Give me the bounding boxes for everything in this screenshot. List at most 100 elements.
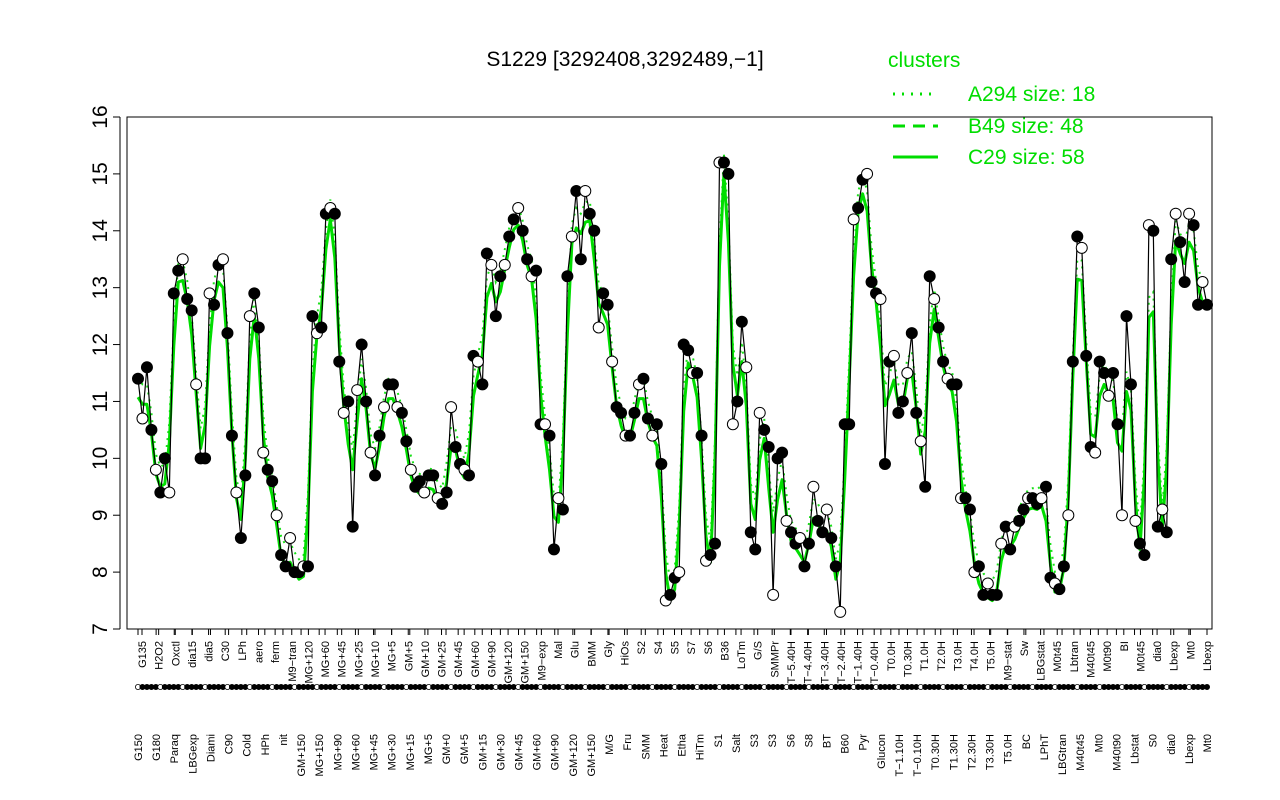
data-point [1169, 207, 1182, 220]
data-point [1120, 310, 1133, 323]
x-tick-label: Mt0 [1202, 734, 1214, 752]
data-point [601, 298, 614, 311]
data-point [1165, 253, 1178, 266]
x-tick-label: MG+30 [387, 734, 399, 770]
data-point [149, 463, 162, 476]
data-point [462, 469, 475, 482]
data-point [516, 224, 529, 237]
data-point [1147, 224, 1160, 237]
x-tick-label: Mt0 [1093, 734, 1105, 752]
data-point [172, 264, 185, 277]
data-point [181, 293, 194, 306]
data-point [892, 406, 905, 419]
x-tick-label: Salt [731, 734, 743, 753]
data-point [597, 287, 610, 300]
x-tick-label: B36 [719, 641, 731, 661]
x-tick-label: GM+60 [532, 734, 544, 770]
x-tick-label: BMM [586, 641, 598, 667]
data-point [811, 514, 824, 527]
data-point [776, 446, 789, 459]
data-point [512, 202, 525, 215]
x-tick-label: Fru [622, 734, 634, 751]
data-point [216, 253, 229, 266]
x-tick-label: dia0 [1166, 734, 1178, 755]
x-tick-label: M40t45 [1075, 734, 1087, 771]
data-point [758, 423, 771, 436]
data-point [275, 549, 288, 562]
data-point [717, 156, 730, 169]
data-point [163, 486, 176, 499]
x-tick-label: GM+25 [437, 641, 449, 677]
x-tick-label: HPh [260, 734, 272, 755]
legend-entry-a294: A294 size: 18 [968, 83, 1095, 106]
x-tick-label: Lbstat [1130, 734, 1142, 764]
data-point [807, 480, 820, 493]
x-tick-label: S2 [636, 641, 648, 654]
x-tick-label: GM+30 [495, 734, 507, 770]
data-point [624, 429, 637, 442]
x-tick-label: T1.30H [948, 734, 960, 770]
data-point [1133, 537, 1146, 550]
data-point [404, 463, 417, 476]
y-axis: 7 8 9 10 11 12 13 14 15 16 [89, 105, 121, 635]
x-tick-label: Sw [1019, 641, 1031, 656]
x-tick-label: LoTm [736, 641, 748, 669]
x-tick-label: ferm [270, 641, 282, 663]
x-tick-label: GM+60 [470, 641, 482, 677]
data-point [239, 469, 252, 482]
x-tick-label: S6 [703, 641, 715, 654]
x-tick-label: MG+60 [320, 641, 332, 677]
x-tick-label: S3 [749, 734, 761, 747]
x-tick-label: S0 [1148, 734, 1160, 747]
data-point [928, 293, 941, 306]
plot-frame [126, 116, 1213, 630]
data-point [530, 264, 543, 277]
data-point [861, 167, 874, 180]
x-tick-label: LBGstat [1036, 641, 1048, 681]
data-point [199, 452, 212, 465]
x-tick-label: GM+45 [513, 734, 525, 770]
x-tick-label: M9−tran [287, 641, 299, 682]
x-tick-label: MG+10 [370, 641, 382, 677]
x-tick-label: dia5 [204, 641, 216, 662]
data-point [932, 321, 945, 334]
data-point [829, 560, 842, 573]
x-tick-label: T5.0H [1003, 734, 1015, 764]
data-point [333, 355, 346, 368]
x-tick-label: LPhT [1039, 734, 1051, 761]
data-point [793, 531, 806, 544]
x-tick-label: T−0.40H [869, 641, 881, 684]
data-point [802, 537, 815, 550]
data-point [266, 475, 279, 488]
y-tick-label: 13 [89, 276, 112, 299]
data-point [615, 406, 628, 419]
data-point [1124, 378, 1137, 391]
x-tick-label: M40t45 [1086, 641, 1098, 678]
x-tick-label: S5 [670, 641, 682, 654]
data-point [257, 446, 270, 459]
x-tick-label: M9−stat [1002, 641, 1014, 680]
x-tick-label: T3.0H [952, 641, 964, 671]
data-point [1013, 514, 1026, 527]
data-point [521, 253, 534, 266]
x-tick-label: Lbexp [1184, 734, 1196, 764]
data-point [704, 549, 717, 562]
data-point [561, 270, 574, 283]
data-point [972, 560, 985, 573]
data-point [959, 492, 972, 505]
x-tick-label: GM+120 [568, 734, 580, 777]
x-tick-label: GM+150 [586, 734, 598, 777]
x-tick-label: B60 [840, 734, 852, 754]
data-point [328, 207, 341, 220]
data-point [543, 429, 556, 442]
data-point [1004, 543, 1017, 556]
x-tick-label: Etha [677, 733, 689, 757]
data-point [865, 275, 878, 288]
data-point [785, 526, 798, 539]
x-tick-label: Cold [242, 734, 254, 757]
x-tick-label: GM+0 [441, 734, 453, 764]
data-point [606, 355, 619, 368]
data-point [950, 378, 963, 391]
x-tick-label: MG+120 [303, 641, 315, 684]
